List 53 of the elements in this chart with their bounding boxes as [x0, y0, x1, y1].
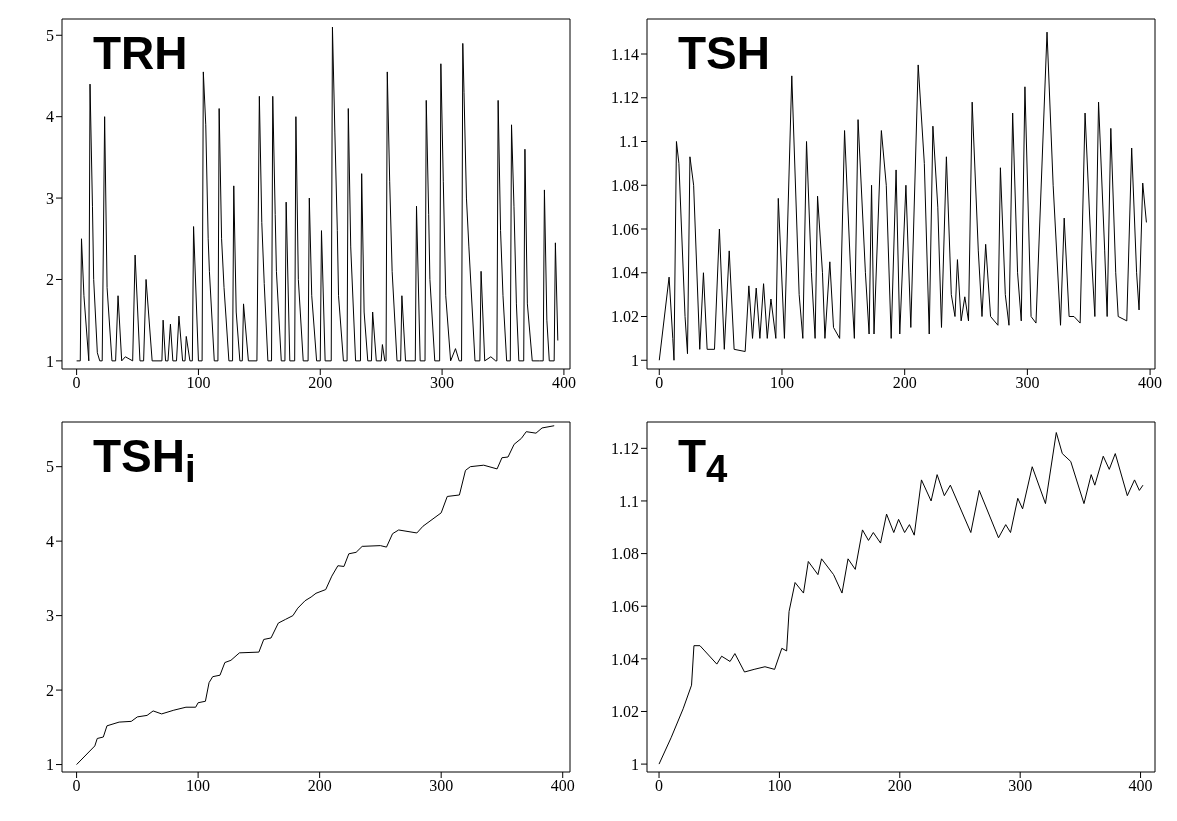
x-tick-label: 300 [1015, 374, 1040, 392]
y-tick-label: 1.02 [611, 308, 639, 326]
y-tick-label: 5 [46, 458, 54, 476]
x-tick-label: 200 [887, 777, 912, 795]
y-tick-label: 1.1 [619, 492, 639, 510]
x-tick-label: 100 [767, 777, 792, 795]
chart-title: TRH [93, 27, 188, 79]
x-tick-label: 100 [769, 374, 794, 392]
y-tick-label: 1.02 [611, 703, 639, 721]
y-tick-label: 1.14 [611, 45, 639, 63]
x-tick-label: 200 [308, 374, 333, 392]
y-tick-label: 4 [46, 108, 54, 126]
x-tick-label: 400 [550, 777, 575, 795]
x-tick-label: 300 [1008, 777, 1033, 795]
y-tick-label: 5 [46, 26, 54, 44]
y-tick-label: 1.06 [611, 597, 639, 615]
y-tick-label: 3 [46, 607, 54, 625]
x-tick-label: 100 [186, 374, 211, 392]
chart-title: TSH$_{i}$ [93, 430, 196, 491]
x-tick-label: 300 [430, 374, 455, 392]
y-tick-label: 1.12 [611, 440, 639, 457]
y-tick-label: 2 [46, 271, 54, 289]
y-tick-label: 1.04 [611, 650, 639, 668]
y-tick-label: 1.06 [611, 220, 639, 238]
x-tick-label: 300 [429, 777, 454, 795]
y-tick-label: 1 [631, 755, 639, 773]
chart-title: TSH [678, 27, 770, 79]
x-tick-label: 200 [307, 777, 332, 795]
y-tick-label: 3 [46, 189, 54, 207]
y-tick-label: 1 [631, 351, 639, 369]
line-series [76, 26, 559, 362]
chart-title: T$_{4}$ [678, 430, 728, 491]
y-tick-label: 1.1 [619, 133, 639, 151]
x-tick-label: 0 [72, 777, 81, 795]
x-tick-label: 0 [655, 777, 664, 795]
y-tick-label: 1.08 [611, 545, 639, 563]
y-tick-label: 1.08 [611, 176, 639, 194]
x-tick-label: 200 [892, 374, 917, 392]
x-tick-label: 400 [1138, 374, 1163, 392]
x-tick-label: 0 [655, 374, 664, 392]
y-tick-label: 1 [46, 352, 54, 370]
y-tick-label: 1 [46, 756, 54, 774]
line-series [76, 425, 555, 766]
y-tick-label: 4 [46, 532, 54, 550]
x-tick-label: 400 [1128, 777, 1153, 795]
y-tick-label: 1.04 [611, 264, 639, 282]
x-tick-label: 100 [186, 777, 211, 795]
y-tick-label: 1.12 [611, 89, 639, 107]
x-tick-label: 400 [551, 374, 576, 392]
line-series [658, 432, 1144, 765]
y-tick-label: 2 [46, 681, 54, 699]
x-tick-label: 0 [72, 374, 81, 392]
line-series [658, 31, 1147, 361]
